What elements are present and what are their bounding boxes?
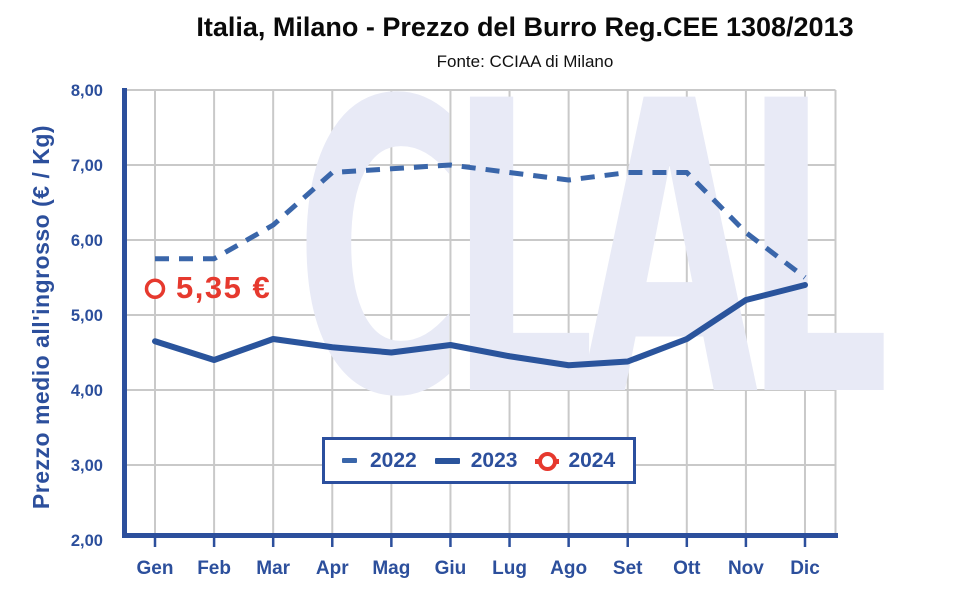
legend-2023-label: 2023 bbox=[470, 448, 518, 472]
series-2022-line bbox=[155, 162, 807, 280]
price-annotation-2024: 5,35 € bbox=[176, 270, 272, 305]
series-2023-line bbox=[152, 282, 808, 369]
x-tick-label: Set bbox=[613, 558, 643, 579]
legend-item-2024: 2024 bbox=[535, 449, 615, 473]
x-tick-label: Nov bbox=[728, 558, 764, 579]
chart-subtitle: Fonte: CCIAA di Milano bbox=[436, 52, 614, 71]
x-tick-label: Lug bbox=[492, 558, 527, 579]
legend-2024-ring-icon bbox=[538, 451, 558, 471]
x-tick-label: Apr bbox=[316, 558, 349, 579]
x-tick-label: Gen bbox=[137, 558, 174, 579]
axes-layer: Gen Feb Mar Apr Mag Giu Lug Ago Set Ott Nov Dic 2,00… bbox=[71, 82, 838, 579]
y-tick-label: 5,00 bbox=[71, 307, 103, 325]
x-tick-label: Mar bbox=[256, 558, 290, 579]
x-tick-label: Mag bbox=[372, 558, 410, 579]
series-2024-marker bbox=[144, 278, 166, 299]
chart-header: Italia, Milano - Prezzo del Burro Reg.CE… bbox=[85, 10, 964, 72]
y-tick-label: 6,00 bbox=[71, 232, 103, 250]
legend-2023-solid-line-sample bbox=[434, 457, 460, 464]
legend: 2022 2023 2024 bbox=[322, 437, 636, 484]
legend-item-2023: 2023 bbox=[434, 448, 518, 473]
y-tick-label: 7,00 bbox=[71, 157, 103, 175]
x-tick-label: Feb bbox=[197, 558, 231, 579]
legend-2022-label: 2022 bbox=[370, 448, 417, 472]
y-tick-label: 4,00 bbox=[71, 382, 103, 400]
y-tick-label: 3,00 bbox=[71, 457, 103, 475]
y-tick-label: 8,00 bbox=[71, 82, 103, 100]
x-tick-label: Ott bbox=[673, 558, 701, 579]
x-tick-label: Giu bbox=[435, 558, 467, 579]
legend-item-2022: 2022 bbox=[342, 449, 417, 473]
legend-2024-circle-marker-sample bbox=[535, 451, 560, 471]
y-tick-label: 2,00 bbox=[71, 532, 103, 550]
clal-watermark: CLAL bbox=[295, 18, 887, 486]
series-layer bbox=[144, 162, 808, 369]
x-tick-label: Dic bbox=[790, 558, 820, 579]
chart-title: Italia, Milano - Prezzo del Burro Reg.CE… bbox=[196, 12, 854, 42]
legend-2024-label: 2024 bbox=[568, 448, 616, 472]
x-tick-label: Ago bbox=[550, 558, 587, 579]
legend-2022-dashed-line-sample bbox=[342, 458, 357, 463]
